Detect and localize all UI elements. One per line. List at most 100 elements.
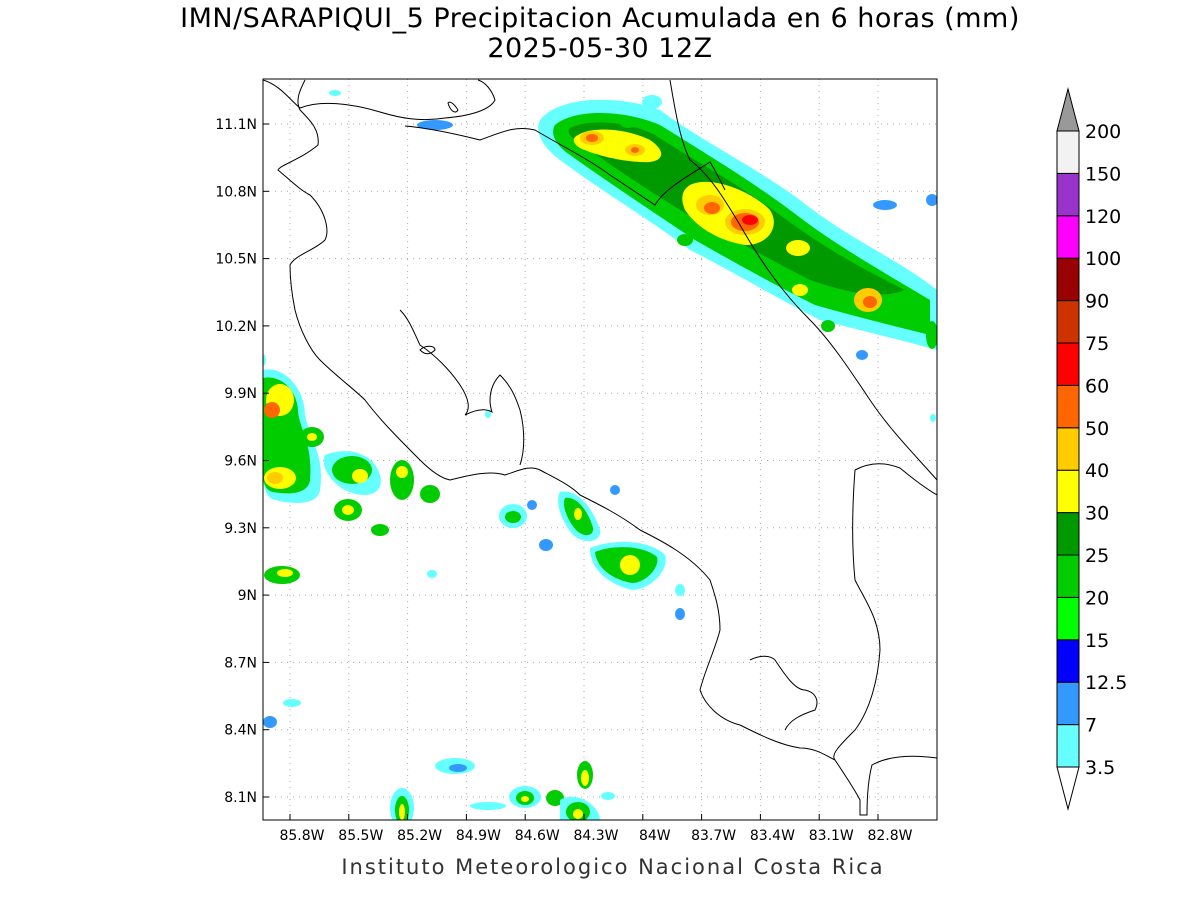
- precip-cell: [263, 354, 266, 366]
- precip-cell: [610, 485, 620, 495]
- precip-cell: [371, 524, 389, 536]
- colorbar-swatch: [1056, 300, 1080, 344]
- precip-cell: [352, 469, 368, 483]
- precip-cell: [264, 402, 280, 418]
- colorbar-label: 15: [1085, 630, 1109, 652]
- graticule-grid: [263, 79, 937, 820]
- caribbean-coast: [669, 79, 937, 481]
- precip-cell: [263, 716, 277, 728]
- colorbar-label: 30: [1085, 503, 1109, 525]
- lat-tick-label: 8.7N: [224, 655, 257, 671]
- precip-cell: [574, 508, 582, 520]
- colorbar-max-arrow: [1056, 87, 1080, 132]
- colorbar-label: 7: [1085, 715, 1097, 737]
- colorbar-min-arrow: [1056, 766, 1080, 811]
- precip-cell: [390, 460, 414, 500]
- precip-cell: [792, 284, 808, 296]
- precip-cell: [873, 200, 897, 210]
- precip-cell: [277, 569, 293, 577]
- colorbar-label: 150: [1085, 163, 1121, 185]
- nicoya-inner: [419, 345, 436, 355]
- precip-cell: [546, 790, 564, 806]
- precip-cell: [907, 314, 923, 326]
- colorbar-swatch: [1056, 681, 1080, 726]
- precip-cell: [521, 796, 529, 802]
- lat-tick-label: 9.9N: [224, 386, 257, 402]
- lat-tick-label: 8.1N: [224, 790, 257, 806]
- precip-cell: [586, 134, 598, 142]
- precip-cell: [926, 321, 937, 349]
- precip-cell: [505, 511, 521, 523]
- precip-cell: [427, 570, 437, 578]
- precip-cell: [539, 539, 553, 551]
- osa-peninsula: [749, 655, 818, 731]
- lon-tick-label: 85.8W: [279, 828, 324, 844]
- precip-cell: [930, 414, 936, 422]
- precip-cell: [329, 90, 341, 96]
- lat-tick-label: 10.2N: [215, 319, 257, 335]
- lon-tick-label: 84.6W: [515, 828, 560, 844]
- precip-cell: [267, 472, 283, 484]
- precip-cell: [620, 555, 640, 575]
- precip-cell: [307, 433, 317, 441]
- colorbar-swatch: [1056, 639, 1080, 683]
- precip-cell: [677, 234, 693, 246]
- precip-cell: [601, 792, 615, 800]
- precip-cell: [573, 809, 583, 819]
- credit-text: Instituto Meteorologico Nacional Costa R…: [341, 855, 885, 879]
- latitude-axis: 11.1N 10.8N 10.5N 10.2N 9.9N 9.6N 9.3N 9N 8.7N 8.…: [215, 117, 269, 806]
- colorbar-swatch: [1056, 427, 1080, 471]
- precip-cell: [342, 505, 354, 515]
- precip-cell: [485, 410, 491, 418]
- nicoya-gulf: [399, 309, 525, 466]
- lat-tick-label: 11.1N: [215, 117, 257, 133]
- nicaragua-border: [404, 125, 726, 206]
- colorbar-label: 3.5: [1085, 757, 1115, 779]
- colorbar-swatch: [1056, 554, 1080, 598]
- lon-tick-label: 83.1W: [809, 828, 854, 844]
- lake-arenal: [447, 101, 459, 113]
- colorbar-label: 120: [1085, 206, 1121, 228]
- precip-cell: [642, 95, 662, 109]
- precip-cell: [420, 485, 440, 503]
- colorbar-label: 60: [1085, 375, 1109, 397]
- precip-cell: [283, 699, 301, 707]
- lon-tick-label: 84.3W: [573, 828, 618, 844]
- map-title: IMN/SARAPIQUI_5 Precipitacion Acumulada …: [180, 3, 1020, 34]
- precip-cell: [742, 215, 758, 225]
- lat-tick-label: 9N: [238, 588, 257, 604]
- precip-cell: [926, 194, 937, 206]
- colorbar-label: 12.5: [1085, 672, 1127, 694]
- precip-cell: [863, 296, 877, 308]
- precip-cell: [581, 770, 589, 786]
- precip-cell: [856, 350, 868, 360]
- colorbar-swatch: [1056, 257, 1080, 302]
- precip-cell: [631, 147, 639, 153]
- colorbar-swatch: [1056, 724, 1080, 768]
- lon-tick-label: 85.2W: [397, 828, 442, 844]
- lat-tick-label: 9.3N: [224, 521, 257, 537]
- colorbar-label: 40: [1085, 460, 1109, 482]
- coastline-borders: [263, 79, 937, 816]
- colorbar-swatch: [1056, 596, 1080, 641]
- colorbar-swatch: [1056, 512, 1080, 556]
- lon-tick-label: 84W: [639, 828, 671, 844]
- colorbar-swatch: [1056, 469, 1080, 514]
- colorbar-label: 100: [1085, 248, 1121, 270]
- lon-tick-label: 83.7W: [691, 828, 736, 844]
- lat-tick-label: 9.6N: [224, 454, 257, 470]
- colorbar-legend: 3.5 7 12.5 15 20 25 30 40 50 60 75 90 100 120 150 200: [1056, 87, 1127, 811]
- colorbar-label: 20: [1085, 587, 1109, 609]
- precip-cell: [821, 320, 835, 332]
- precip-cell: [620, 116, 636, 128]
- longitude-axis: 85.8W 85.5W 85.2W 84.9W 84.6W 84.3W 84W 83.7W 83…: [279, 814, 913, 844]
- precip-cell: [399, 804, 405, 820]
- colorbar-swatch: [1056, 384, 1080, 429]
- precipitation-field: [263, 90, 937, 820]
- precip-cell: [527, 500, 537, 510]
- colorbar-swatch: [1056, 342, 1080, 386]
- colorbar-swatch: [1056, 172, 1080, 217]
- colorbar-label: 200: [1085, 121, 1121, 143]
- colorbar-label: 50: [1085, 418, 1109, 440]
